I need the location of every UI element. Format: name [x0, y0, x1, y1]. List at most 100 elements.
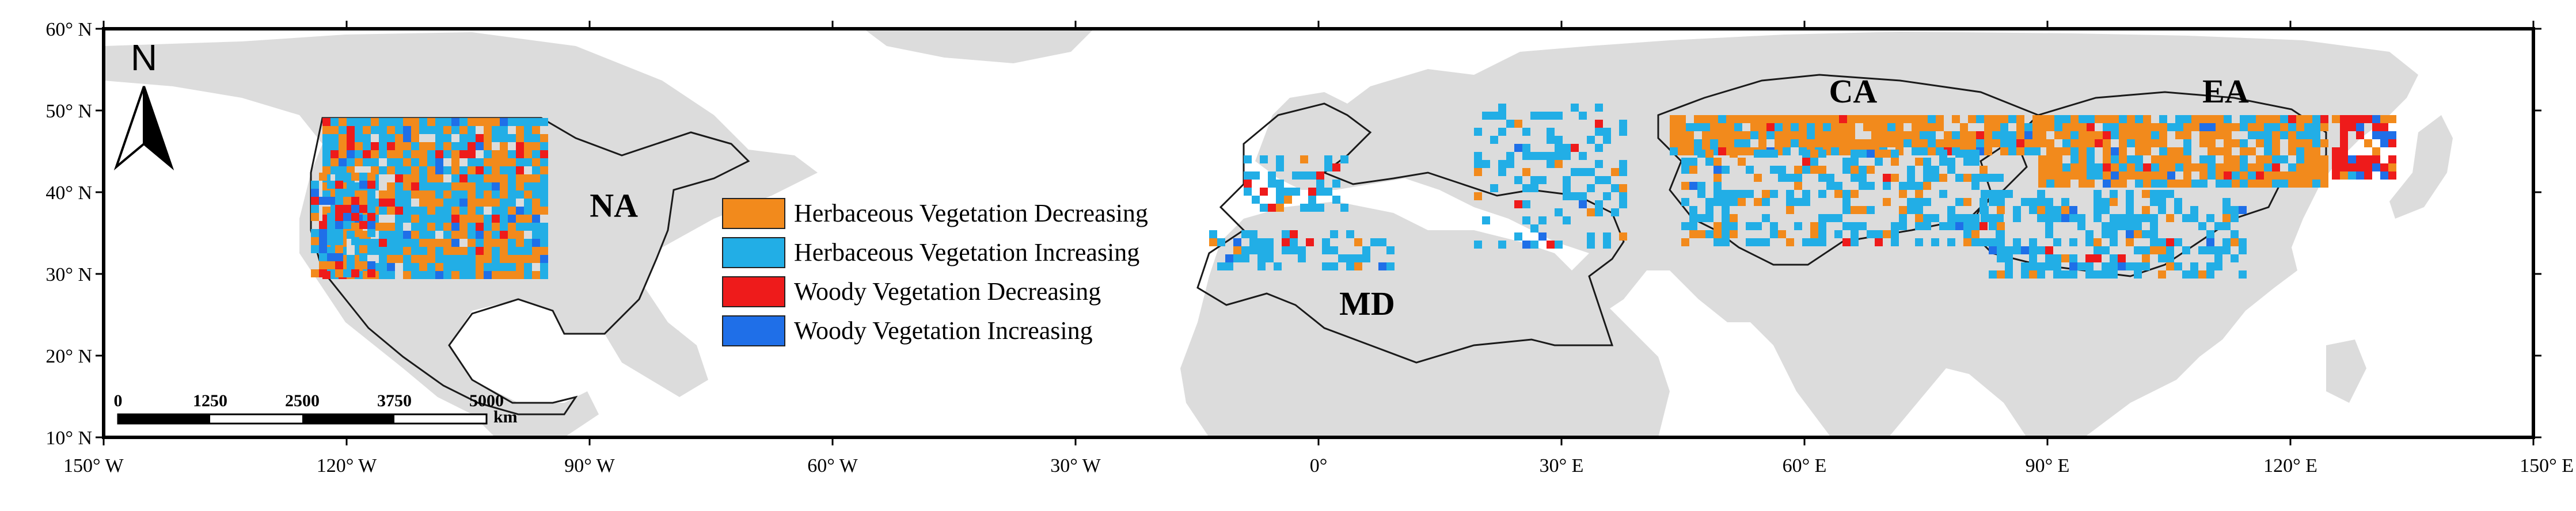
- vegetation-cell: [1225, 254, 1233, 262]
- vegetation-cell: [524, 190, 532, 199]
- vegetation-cell: [1778, 230, 1786, 238]
- legend-label: Herbaceous Vegetation Decreasing: [794, 199, 1148, 227]
- vegetation-cell: [1989, 270, 1997, 279]
- vegetation-cell: [1332, 180, 1340, 188]
- vegetation-cell: [532, 190, 540, 199]
- vegetation-cell: [1514, 232, 1522, 241]
- vegetation-cell: [2094, 198, 2102, 206]
- vegetation-cell: [1713, 230, 1722, 238]
- vegetation-cell: [1955, 150, 1963, 158]
- vegetation-cell: [419, 199, 427, 207]
- vegetation-cell: [371, 239, 379, 247]
- vegetation-cell: [1563, 144, 1571, 152]
- vegetation-cell: [1746, 190, 1754, 198]
- vegetation-cell: [2150, 198, 2158, 206]
- vegetation-cell: [459, 118, 468, 126]
- vegetation-cell: [1863, 139, 1871, 147]
- vegetation-cell: [2024, 123, 2032, 131]
- vegetation-cell: [1980, 174, 1988, 182]
- vegetation-cell: [1971, 174, 1980, 182]
- vegetation-cell: [2054, 180, 2062, 188]
- vegetation-cell: [347, 118, 355, 126]
- vegetation-cell: [1694, 123, 1702, 131]
- vegetation-cell: [319, 253, 327, 261]
- vegetation-cell: [1316, 204, 1324, 212]
- vegetation-cell: [2264, 147, 2272, 155]
- vegetation-cell: [2102, 230, 2110, 238]
- vegetation-cell: [371, 247, 379, 255]
- vegetation-cell: [1851, 222, 1859, 230]
- vegetation-cell: [363, 118, 371, 126]
- vegetation-cell: [2224, 171, 2232, 180]
- vegetation-cell: [1563, 176, 1571, 184]
- vegetation-cell: [2126, 230, 2134, 238]
- vegetation-cell: [1802, 198, 1810, 206]
- sea-islands-land: [2326, 340, 2366, 403]
- vegetation-cell: [1538, 176, 1547, 184]
- lat-tick-label: 30° N: [45, 264, 92, 285]
- vegetation-cell: [2150, 214, 2158, 222]
- vegetation-cell: [2166, 262, 2174, 270]
- vegetation-cell: [2214, 262, 2222, 270]
- vegetation-cell: [2110, 222, 2118, 230]
- vegetation-cell: [500, 134, 508, 142]
- vegetation-cell: [1514, 176, 1522, 184]
- vegetation-cell: [2182, 246, 2190, 254]
- vegetation-cell: [1794, 182, 1802, 190]
- vegetation-cell: [2183, 123, 2191, 131]
- vegetation-cell: [351, 197, 359, 205]
- vegetation-cell: [327, 213, 335, 221]
- vegetation-cell: [2070, 147, 2079, 155]
- vegetation-cell: [339, 126, 347, 134]
- vegetation-cell: [2183, 171, 2191, 180]
- vegetation-cell: [1818, 222, 1826, 230]
- vegetation-cell: [1859, 174, 1867, 182]
- vegetation-cell: [1308, 204, 1316, 212]
- vegetation-cell: [443, 142, 451, 150]
- vegetation-cell: [1722, 214, 1730, 222]
- vegetation-cell: [1713, 222, 1722, 230]
- vegetation-cell: [2191, 163, 2199, 171]
- vegetation-cell: [1912, 139, 1920, 147]
- vegetation-cell: [2183, 155, 2191, 163]
- vegetation-cell: [1338, 254, 1346, 262]
- vegetation-cell: [2143, 171, 2151, 180]
- vegetation-cell: [484, 158, 492, 166]
- vegetation-cell: [1762, 238, 1770, 246]
- vegetation-cell: [2046, 180, 2054, 188]
- vegetation-cell: [540, 255, 548, 263]
- vegetation-cell: [2372, 147, 2380, 155]
- vegetation-cell: [468, 118, 476, 126]
- vegetation-cell: [2175, 163, 2183, 171]
- vegetation-cell: [327, 229, 335, 237]
- vegetation-cell: [540, 182, 548, 190]
- vegetation-cell: [476, 134, 484, 142]
- vegetation-cell: [2231, 238, 2239, 246]
- vegetation-cell: [2054, 155, 2062, 163]
- vegetation-cell: [443, 207, 451, 215]
- vegetation-cell: [1603, 136, 1611, 144]
- vegetation-cell: [1686, 123, 1694, 131]
- vegetation-cell: [411, 239, 419, 247]
- vegetation-cell: [1939, 222, 1947, 230]
- vegetation-cell: [540, 166, 548, 174]
- vegetation-cell: [1823, 139, 1831, 147]
- vegetation-cell: [1863, 123, 1871, 131]
- vegetation-cell: [1689, 166, 1697, 174]
- vegetation-cell: [2372, 115, 2380, 123]
- vegetation-cell: [1791, 123, 1799, 131]
- vegetation-cell: [403, 255, 411, 263]
- vegetation-cell: [2158, 198, 2166, 206]
- vegetation-cell: [484, 223, 492, 231]
- vegetation-cell: [1997, 222, 2005, 230]
- vegetation-cell: [459, 231, 468, 239]
- vegetation-cell: [451, 174, 459, 182]
- vegetation-cell: [1847, 131, 1855, 139]
- vegetation-cell: [1810, 222, 1818, 230]
- vegetation-cell: [427, 231, 435, 239]
- vegetation-cell: [1730, 190, 1738, 198]
- vegetation-cell: [2222, 206, 2231, 214]
- vegetation-cell: [335, 173, 343, 181]
- vegetation-cell: [1689, 214, 1697, 222]
- vegetation-cell: [2280, 171, 2288, 180]
